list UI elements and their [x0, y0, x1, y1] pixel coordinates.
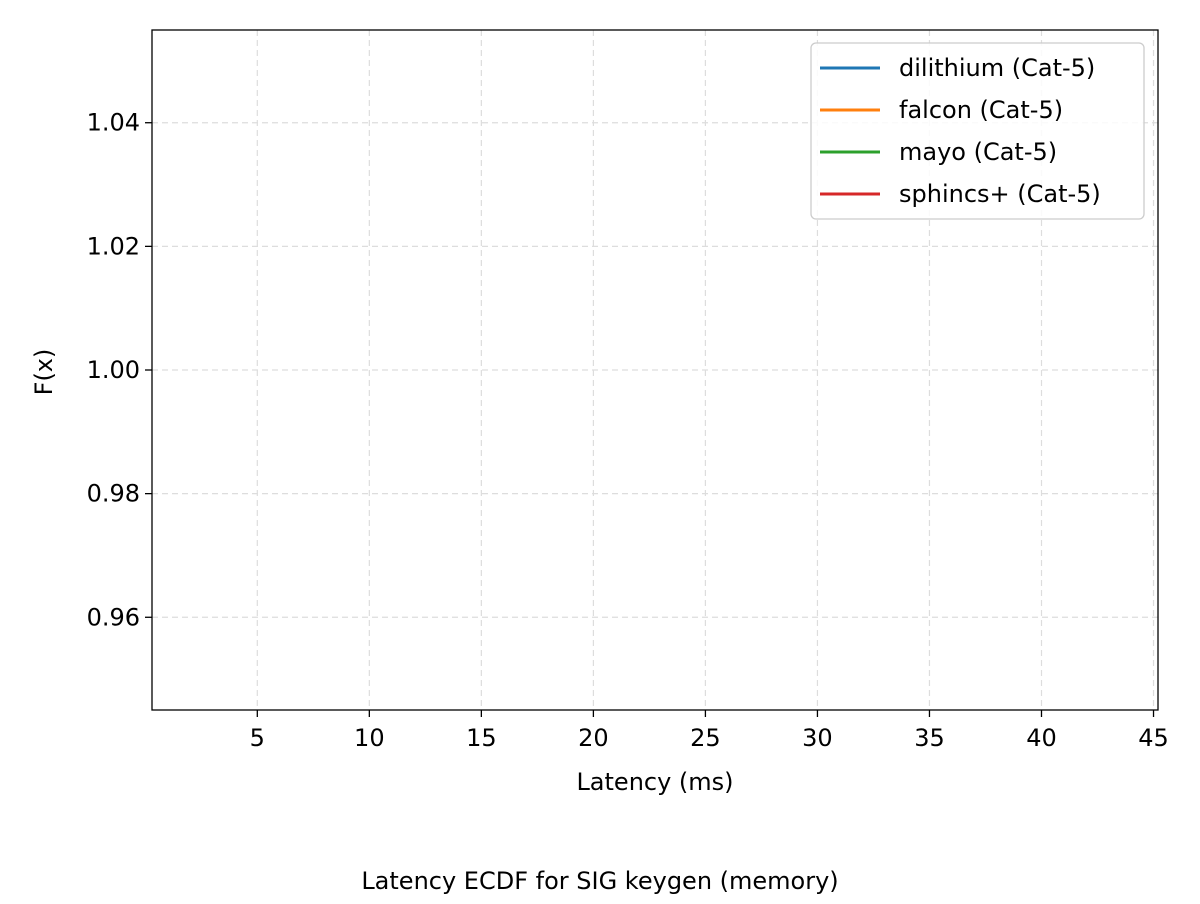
y-tick-label: 1.02	[87, 232, 140, 260]
y-axis-label: F(x)	[30, 349, 58, 396]
x-tick-label: 20	[578, 724, 609, 752]
x-tick-label: 5	[250, 724, 265, 752]
legend-label: mayo (Cat-5)	[899, 138, 1057, 166]
legend: dilithium (Cat-5) falcon (Cat-5) mayo (Cat…	[810, 42, 1145, 220]
x-tick-label: 30	[802, 724, 833, 752]
x-tick-label: 25	[690, 724, 721, 752]
x-axis-label: Latency (ms)	[576, 768, 733, 796]
y-tick-label: 0.96	[87, 603, 140, 631]
x-axis-ticks: 5 10 15 20 25 30 35 40 45	[250, 710, 1169, 752]
legend-label: sphincs+ (Cat-5)	[899, 180, 1101, 208]
legend-label: falcon (Cat-5)	[899, 96, 1063, 124]
x-tick-label: 40	[1026, 724, 1057, 752]
legend-box	[810, 42, 1145, 220]
grid	[152, 30, 1158, 710]
y-axis-ticks: 0.96 0.98 1.00 1.02 1.04	[87, 109, 152, 631]
chart-caption: Latency ECDF for SIG keygen (memory)	[361, 867, 838, 895]
x-tick-label: 10	[354, 724, 385, 752]
y-tick-label: 1.00	[87, 356, 140, 384]
legend-label: dilithium (Cat-5)	[899, 54, 1095, 82]
x-tick-label: 35	[914, 724, 945, 752]
x-tick-label: 15	[466, 724, 497, 752]
y-tick-label: 0.98	[87, 480, 140, 508]
y-tick-label: 1.04	[87, 109, 140, 137]
x-tick-label: 45	[1138, 724, 1169, 752]
